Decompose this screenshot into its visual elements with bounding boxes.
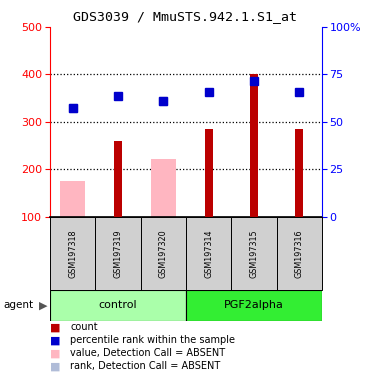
Text: GSM197319: GSM197319 bbox=[114, 229, 122, 278]
Text: count: count bbox=[70, 322, 98, 332]
Bar bbox=[151, 159, 176, 217]
Text: GSM197314: GSM197314 bbox=[204, 229, 213, 278]
Bar bbox=[205, 129, 213, 217]
Text: GDS3039 / MmuSTS.942.1.S1_at: GDS3039 / MmuSTS.942.1.S1_at bbox=[73, 10, 297, 23]
Text: agent: agent bbox=[4, 300, 34, 310]
Text: value, Detection Call = ABSENT: value, Detection Call = ABSENT bbox=[70, 348, 225, 358]
Bar bbox=[50, 290, 186, 321]
Text: rank, Detection Call = ABSENT: rank, Detection Call = ABSENT bbox=[70, 361, 221, 371]
Bar bbox=[295, 129, 303, 217]
Bar bbox=[186, 217, 231, 290]
Bar bbox=[141, 217, 186, 290]
Bar bbox=[50, 217, 95, 290]
Text: PGF2alpha: PGF2alpha bbox=[224, 300, 284, 310]
Text: percentile rank within the sample: percentile rank within the sample bbox=[70, 335, 235, 345]
Bar bbox=[277, 217, 322, 290]
Bar bbox=[186, 290, 322, 321]
Bar bbox=[60, 181, 85, 217]
Text: ■: ■ bbox=[50, 335, 60, 345]
Bar bbox=[250, 74, 258, 217]
Text: control: control bbox=[99, 300, 137, 310]
Text: GSM197318: GSM197318 bbox=[68, 229, 77, 278]
Text: ■: ■ bbox=[50, 361, 60, 371]
Text: GSM197316: GSM197316 bbox=[295, 229, 304, 278]
Text: ▶: ▶ bbox=[39, 300, 47, 310]
Bar bbox=[114, 141, 122, 217]
Text: ■: ■ bbox=[50, 322, 60, 332]
Text: ■: ■ bbox=[50, 348, 60, 358]
Bar bbox=[95, 217, 141, 290]
Text: GSM197320: GSM197320 bbox=[159, 229, 168, 278]
Text: GSM197315: GSM197315 bbox=[249, 229, 258, 278]
Bar bbox=[231, 217, 277, 290]
